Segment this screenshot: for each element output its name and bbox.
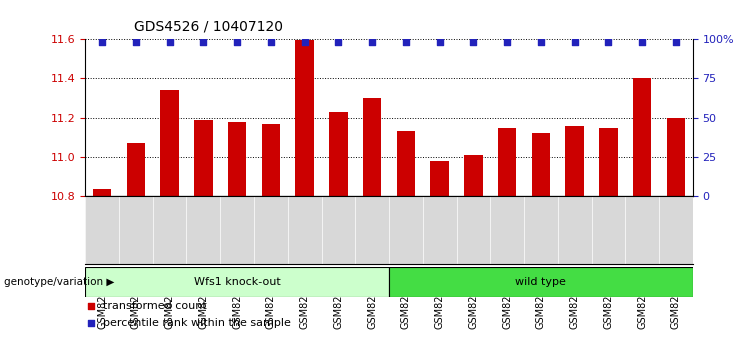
Bar [93, 189, 111, 196]
Point [670, 39, 682, 45]
Bar [329, 112, 348, 196]
Point [569, 39, 581, 45]
Point [96, 39, 108, 45]
FancyBboxPatch shape [389, 267, 693, 297]
Bar [633, 78, 651, 196]
Bar [599, 127, 618, 196]
Point [468, 39, 479, 45]
Point [265, 39, 277, 45]
Point [433, 39, 445, 45]
Bar [160, 90, 179, 196]
Bar [464, 155, 482, 196]
Bar [363, 98, 382, 196]
Text: percentile rank within the sample: percentile rank within the sample [104, 318, 291, 328]
Point [299, 39, 310, 45]
Point [231, 39, 243, 45]
Point [333, 39, 345, 45]
Text: Wfs1 knock-out: Wfs1 knock-out [193, 277, 281, 287]
Bar [194, 120, 213, 196]
Point [439, 102, 451, 108]
Point [637, 39, 648, 45]
Bar [498, 127, 516, 196]
Point [535, 39, 547, 45]
Point [501, 39, 513, 45]
Text: wild type: wild type [516, 277, 566, 287]
FancyBboxPatch shape [85, 267, 389, 297]
Point [366, 39, 378, 45]
Bar [431, 161, 449, 196]
Bar [127, 143, 145, 196]
Bar [296, 40, 314, 196]
Point [164, 39, 176, 45]
Bar [531, 133, 551, 196]
Point [130, 39, 142, 45]
Bar [396, 131, 415, 196]
Text: genotype/variation ▶: genotype/variation ▶ [4, 277, 114, 287]
Text: GDS4526 / 10407120: GDS4526 / 10407120 [134, 19, 283, 34]
Bar [667, 118, 685, 196]
Point [439, 252, 451, 258]
Point [602, 39, 614, 45]
Point [400, 39, 412, 45]
Bar [227, 122, 247, 196]
Bar [565, 126, 584, 196]
Text: transformed count: transformed count [104, 301, 207, 311]
Bar [262, 124, 280, 196]
Point [197, 39, 209, 45]
